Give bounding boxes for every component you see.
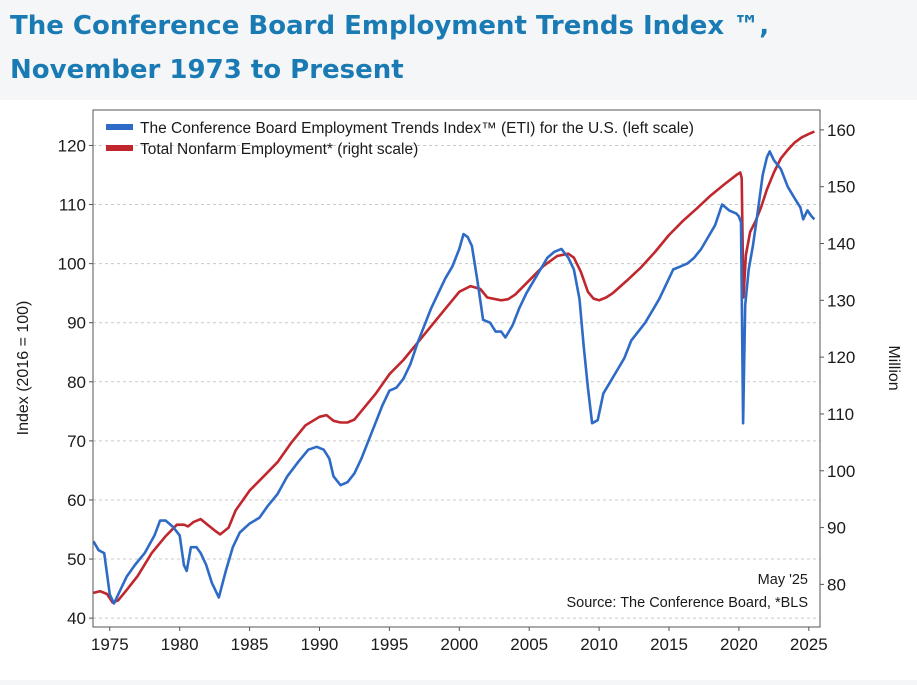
annotation-date: May '25 bbox=[758, 572, 808, 588]
legend-label-nonfarm: Total Nonfarm Employment* (right scale) bbox=[140, 141, 418, 158]
x-tick: 2020 bbox=[720, 635, 758, 654]
y-tick-right: 90 bbox=[827, 519, 846, 538]
y-tick-left: 80 bbox=[67, 373, 86, 392]
x-tick: 1980 bbox=[161, 635, 199, 654]
y-tick-left: 70 bbox=[67, 432, 86, 451]
page-title: The Conference Board Employment Trends I… bbox=[10, 11, 770, 85]
y-tick-left: 120 bbox=[58, 136, 86, 155]
y-tick-right: 120 bbox=[827, 348, 855, 367]
x-tick: 2000 bbox=[440, 635, 478, 654]
y-tick-right: 80 bbox=[827, 575, 846, 594]
y-tick-right: 110 bbox=[827, 405, 854, 424]
eti-chart: 40 50 60 70 80 90 100 110 120 80 90 100 110 120 130 140… bbox=[15, 109, 902, 654]
y-tick-right: 150 bbox=[827, 178, 855, 197]
y-tick-left: 50 bbox=[67, 550, 86, 569]
nonfarm-series-line bbox=[93, 130, 815, 604]
y-tick-left: 100 bbox=[58, 255, 86, 274]
eti-series-line bbox=[92, 150, 816, 605]
series-lines bbox=[92, 130, 816, 605]
x-tick: 1990 bbox=[301, 635, 339, 654]
x-tick: 2005 bbox=[510, 635, 548, 654]
gridlines bbox=[93, 144, 820, 619]
x-tick: 2010 bbox=[580, 635, 618, 654]
x-tick: 1985 bbox=[231, 635, 269, 654]
x-tick: 1995 bbox=[370, 635, 408, 654]
legend-label-eti: The Conference Board Employment Trends I… bbox=[140, 120, 694, 137]
y-tick-left: 90 bbox=[67, 314, 86, 333]
annotation-source: Source: The Conference Board, *BLS bbox=[566, 595, 808, 611]
y-tick-left: 110 bbox=[59, 196, 86, 215]
y-axis-right-label: Million bbox=[885, 345, 902, 390]
x-tick: 2025 bbox=[790, 635, 828, 654]
y-tick-right: 130 bbox=[827, 291, 855, 310]
y-tick-right: 160 bbox=[827, 121, 855, 140]
chart-area: 40 50 60 70 80 90 100 110 120 80 90 100 110 120 130 140… bbox=[0, 100, 917, 680]
tick-labels: 40 50 60 70 80 90 100 110 120 80 90 100 110 120 130 140… bbox=[58, 121, 856, 654]
x-tick: 1975 bbox=[91, 635, 129, 654]
x-tick: 2015 bbox=[650, 635, 688, 654]
y-tick-right: 100 bbox=[827, 462, 855, 481]
plot-frame bbox=[92, 109, 821, 628]
y-tick-right: 140 bbox=[827, 235, 855, 254]
y-axis-left-label: Index (2016 = 100) bbox=[15, 301, 32, 436]
y-tick-left: 60 bbox=[67, 491, 86, 510]
legend: The Conference Board Employment Trends I… bbox=[106, 120, 694, 158]
y-tick-left: 40 bbox=[67, 609, 86, 628]
